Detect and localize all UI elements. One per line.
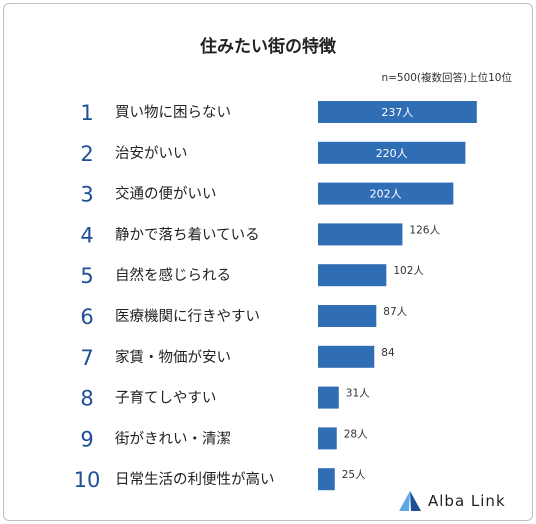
bar xyxy=(318,386,339,409)
bar xyxy=(318,264,387,287)
rank-number: 10 xyxy=(74,468,101,492)
rank-number: 3 xyxy=(80,183,93,207)
chart-title: 住みたい街の特徴 xyxy=(200,37,336,57)
category-label: 治安がいい xyxy=(115,145,188,162)
albalink-logo: Alba Link xyxy=(398,490,506,512)
value-label: 28人 xyxy=(344,428,368,440)
bar xyxy=(318,101,477,123)
bar xyxy=(318,427,337,450)
rank-number: 6 xyxy=(80,305,93,329)
value-label: 237人 xyxy=(381,106,413,119)
rank-number: 1 xyxy=(80,101,93,125)
albalink-logo-icon xyxy=(399,491,421,511)
value-label: 84 xyxy=(381,347,395,359)
category-label: 医療機関に行きやすい xyxy=(115,308,260,325)
rank-number: 9 xyxy=(80,427,93,451)
bar xyxy=(318,223,403,246)
chart-frame xyxy=(3,3,533,521)
category-label: 交通の便がいい xyxy=(115,185,217,203)
category-label: 街がきれい・清潔 xyxy=(115,430,231,447)
bar xyxy=(318,141,466,164)
rank-number: 5 xyxy=(80,264,93,288)
value-label: 202人 xyxy=(370,188,402,201)
value-label: 25人 xyxy=(342,469,366,481)
bar xyxy=(318,182,454,205)
bar xyxy=(318,345,375,368)
category-label: 子育てしやすい xyxy=(115,390,216,407)
category-label: 自然を感じられる xyxy=(115,267,231,284)
value-label: 87人 xyxy=(383,306,407,318)
category-label: 家賃・物価が安い xyxy=(115,349,231,366)
category-label: 買い物に困らない xyxy=(115,104,231,121)
bar xyxy=(318,468,335,491)
sample-note: n=500(複数回答)上位10位 xyxy=(381,72,512,84)
value-label: 31人 xyxy=(346,388,370,400)
value-label: 220人 xyxy=(376,147,408,160)
rank-number: 8 xyxy=(80,387,93,411)
value-label: 102人 xyxy=(393,265,424,277)
rank-number: 7 xyxy=(80,346,93,370)
rank-number: 4 xyxy=(80,223,93,247)
value-label: 126人 xyxy=(409,224,440,236)
category-label: 静かで落ち着いている xyxy=(115,226,260,243)
albalink-logo-text: Alba Link xyxy=(428,492,506,510)
category-label: 日常生活の利便性が高い xyxy=(115,471,275,488)
bar xyxy=(318,305,377,327)
rank-number: 2 xyxy=(80,142,93,166)
